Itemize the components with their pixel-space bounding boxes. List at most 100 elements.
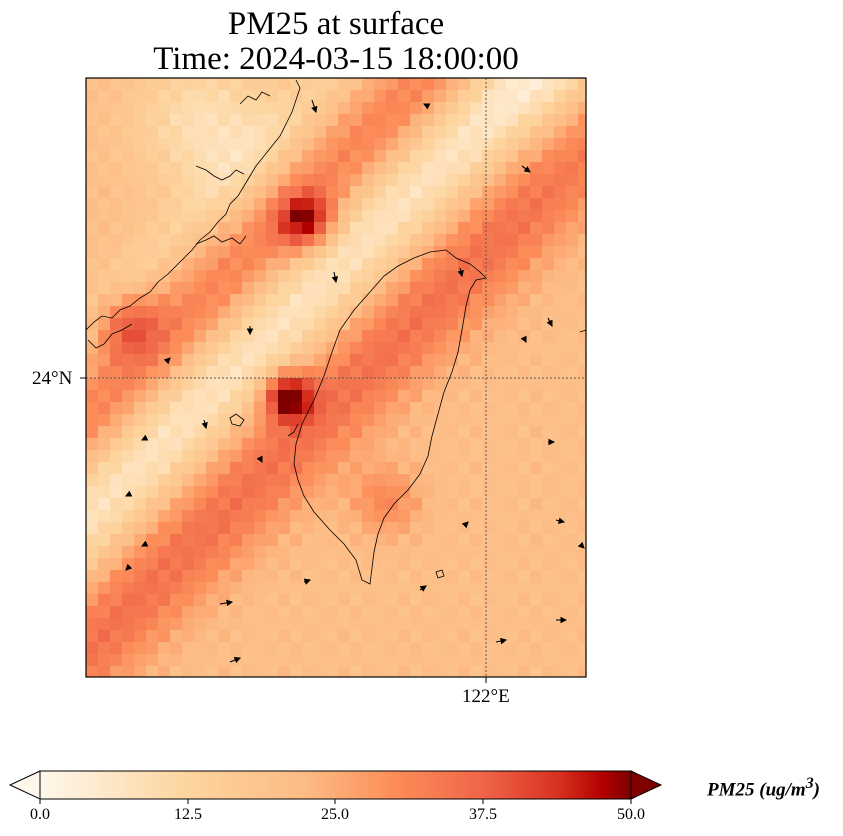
pm25-cell bbox=[194, 126, 207, 139]
pm25-cell bbox=[458, 78, 471, 91]
pm25-cell bbox=[542, 426, 555, 439]
pm25-cell bbox=[482, 210, 495, 223]
pm25-cell bbox=[254, 390, 267, 403]
pm25-cell bbox=[326, 402, 339, 415]
wind-arrow bbox=[461, 521, 469, 529]
pm25-cell bbox=[398, 642, 411, 655]
pm25-cell bbox=[458, 306, 471, 319]
pm25-cell bbox=[398, 282, 411, 295]
pm25-cell bbox=[386, 114, 399, 127]
pm25-cell bbox=[566, 606, 579, 619]
pm25-cell bbox=[386, 174, 399, 187]
wind-vectors bbox=[125, 99, 585, 664]
pm25-cell bbox=[578, 486, 586, 499]
pm25-cell bbox=[86, 210, 99, 223]
pm25-cell bbox=[302, 198, 315, 211]
pm25-cell bbox=[434, 558, 447, 571]
pm25-cell bbox=[218, 546, 231, 559]
pm25-cell bbox=[218, 222, 231, 235]
pm25-cell bbox=[158, 558, 171, 571]
pm25-cell bbox=[470, 438, 483, 451]
pm25-cell bbox=[254, 654, 267, 667]
pm25-cell bbox=[398, 258, 411, 271]
pm25-cell bbox=[446, 102, 459, 115]
pm25-cell bbox=[518, 294, 531, 307]
pm25-cell bbox=[422, 198, 435, 211]
pm25-cell bbox=[494, 402, 507, 415]
pm25-cell bbox=[110, 426, 123, 439]
pm25-cell bbox=[134, 174, 147, 187]
pm25-cell bbox=[338, 462, 351, 475]
pm25-cell bbox=[470, 618, 483, 631]
pm25-cell bbox=[86, 90, 99, 103]
pm25-cell bbox=[422, 222, 435, 235]
pm25-cell bbox=[530, 390, 543, 403]
pm25-cell bbox=[578, 654, 586, 667]
pm25-cell bbox=[314, 630, 327, 643]
pm25-cell bbox=[302, 402, 315, 415]
pm25-cell bbox=[278, 126, 291, 139]
pm25-cell bbox=[470, 318, 483, 331]
pm25-cell bbox=[410, 534, 423, 547]
pm25-cell bbox=[350, 450, 363, 463]
pm25-cell bbox=[194, 582, 207, 595]
pm25-cell bbox=[326, 222, 339, 235]
pm25-cell bbox=[506, 114, 519, 127]
pm25-cell bbox=[578, 390, 586, 403]
pm25-cell bbox=[182, 618, 195, 631]
pm25-cell bbox=[398, 90, 411, 103]
pm25-cell bbox=[398, 654, 411, 667]
pm25-cell bbox=[458, 630, 471, 643]
pm25-cell bbox=[338, 666, 351, 677]
pm25-cell bbox=[458, 162, 471, 175]
pm25-cell bbox=[266, 342, 279, 355]
pm25-cell bbox=[170, 258, 183, 271]
pm25-cell bbox=[374, 210, 387, 223]
pm25-cell bbox=[206, 270, 219, 283]
pm25-cell bbox=[398, 606, 411, 619]
pm25-cell bbox=[494, 642, 507, 655]
pm25-cell bbox=[170, 234, 183, 247]
pm25-cell bbox=[326, 294, 339, 307]
pm25-cell bbox=[446, 378, 459, 391]
wind-arrow bbox=[546, 317, 553, 327]
pm25-cell bbox=[434, 546, 447, 559]
pm25-cell bbox=[98, 78, 111, 91]
pm25-cell bbox=[386, 534, 399, 547]
pm25-cell bbox=[218, 438, 231, 451]
pm25-cell bbox=[470, 246, 483, 259]
pm25-cell bbox=[386, 342, 399, 355]
pm25-cell bbox=[158, 582, 171, 595]
pm25-cell bbox=[338, 486, 351, 499]
pm25-cell bbox=[422, 318, 435, 331]
pm25-cell bbox=[158, 606, 171, 619]
pm25-cell bbox=[530, 438, 543, 451]
pm25-cell bbox=[494, 426, 507, 439]
pm25-cell bbox=[146, 570, 159, 583]
pm25-cell bbox=[434, 114, 447, 127]
pm25-cell bbox=[314, 174, 327, 187]
pm25-cell bbox=[326, 378, 339, 391]
pm25-cell bbox=[398, 198, 411, 211]
wind-arrow bbox=[419, 585, 427, 592]
pm25-cell bbox=[566, 210, 579, 223]
pm25-cell bbox=[182, 462, 195, 475]
pm25-cell bbox=[458, 246, 471, 259]
pm25-cell bbox=[578, 198, 586, 211]
pm25-cell bbox=[230, 498, 243, 511]
pm25-cell bbox=[326, 546, 339, 559]
pm25-cell bbox=[554, 186, 567, 199]
pm25-cell bbox=[362, 78, 375, 91]
pm25-cell bbox=[266, 630, 279, 643]
pm25-cell bbox=[458, 474, 471, 487]
pm25-cell bbox=[374, 318, 387, 331]
pm25-cell bbox=[470, 486, 483, 499]
pm25-cell bbox=[422, 486, 435, 499]
pm25-cell bbox=[434, 150, 447, 163]
colorbar-tick-label: 25.0 bbox=[321, 806, 349, 823]
pm25-cell bbox=[110, 390, 123, 403]
pm25-cell bbox=[242, 186, 255, 199]
pm25-cell bbox=[374, 654, 387, 667]
pm25-cell bbox=[374, 246, 387, 259]
pm25-cell bbox=[230, 282, 243, 295]
